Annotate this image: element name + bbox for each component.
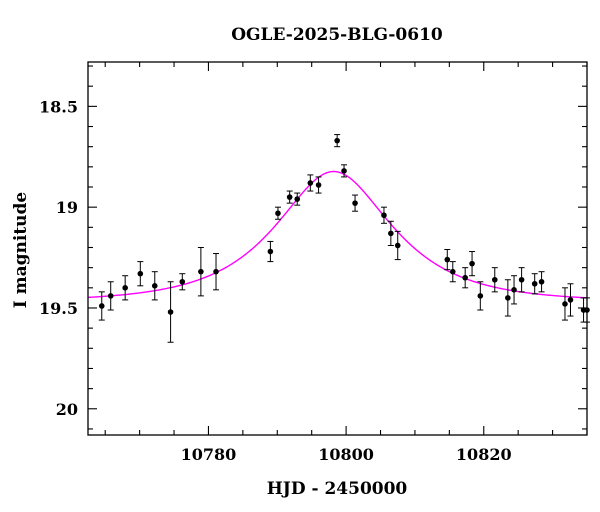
y-tick-label: 20 [56, 400, 78, 419]
data-point [198, 268, 204, 275]
data-point [381, 212, 387, 219]
data-point [444, 256, 451, 263]
data-point [352, 200, 358, 206]
axis-ticks: 10780 10800 10820 18.5 19 19.5 20 [39, 62, 588, 464]
data-point [567, 297, 574, 303]
data-point [477, 293, 484, 299]
y-tick-label: 19.5 [39, 299, 78, 318]
data-point [505, 295, 511, 301]
y-axis-label: I magnitude [11, 192, 31, 309]
data-point [394, 242, 401, 249]
plot-frame [87, 61, 588, 436]
data-point [511, 287, 517, 293]
data-point [307, 180, 314, 186]
chart-title: OGLE-2025-BLG-0610 [231, 25, 443, 45]
x-axis-label: HJD - 2450000 [267, 479, 408, 499]
data-point [315, 182, 322, 188]
model-curve-layer [87, 170, 588, 299]
data-point [531, 280, 538, 287]
data-point [462, 274, 468, 281]
data-point [267, 248, 274, 255]
model-curve [87, 170, 588, 299]
data-points-layer [98, 134, 590, 343]
data-point [151, 283, 158, 289]
data-point [491, 276, 498, 283]
data-point [562, 301, 568, 307]
data-point [538, 278, 545, 285]
x-tick-label: 10820 [456, 445, 512, 464]
data-point [388, 230, 394, 237]
data-point [275, 210, 281, 217]
data-point [449, 268, 456, 275]
data-point [179, 278, 186, 285]
data-point [213, 268, 219, 275]
data-point [107, 293, 114, 299]
x-tick-label: 10800 [318, 445, 374, 464]
data-point [469, 260, 475, 267]
data-point [518, 276, 525, 283]
data-point [122, 285, 128, 291]
data-point [294, 196, 301, 202]
data-point [98, 303, 105, 309]
y-tick-label: 18.5 [39, 97, 78, 116]
data-point [137, 270, 144, 277]
data-point [167, 309, 174, 315]
data-point [286, 194, 293, 200]
y-tick-label: 19 [56, 198, 78, 217]
x-tick-label: 10780 [181, 445, 237, 464]
data-point [341, 168, 347, 174]
data-point [334, 137, 340, 144]
